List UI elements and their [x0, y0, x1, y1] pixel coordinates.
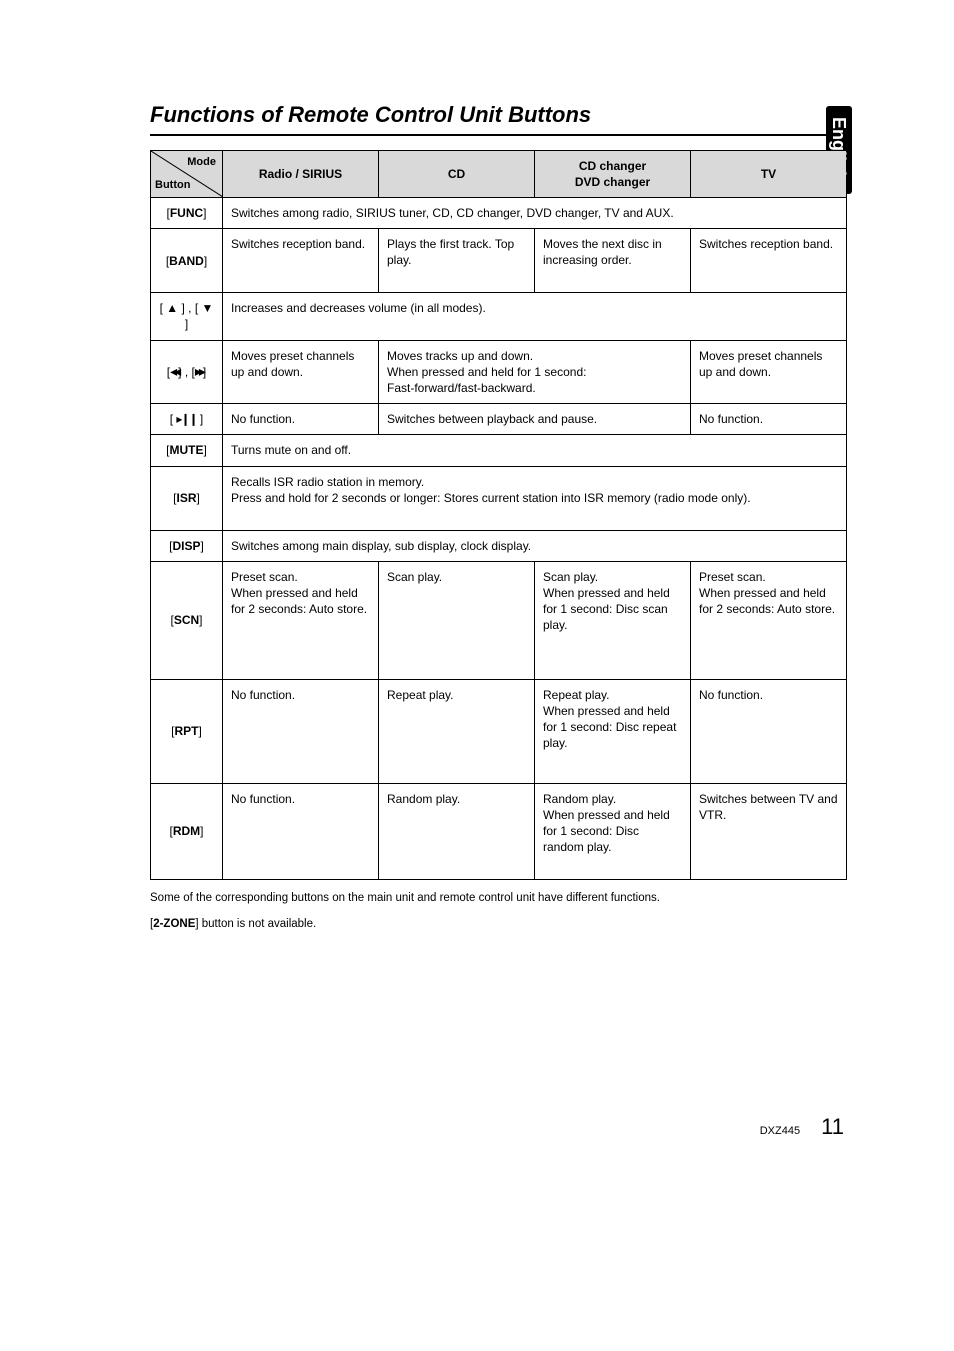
btn-band: [BAND]: [151, 229, 223, 293]
footnote-1: Some of the corresponding buttons on the…: [150, 890, 844, 906]
page-title: Functions of Remote Control Unit Buttons: [150, 100, 844, 136]
btn-playpause: [ ]: [151, 404, 223, 435]
cell-scn-changer: Scan play. When pressed and held for 1 s…: [535, 561, 691, 679]
cell-func: Switches among radio, SIRIUS tuner, CD, …: [223, 198, 847, 229]
cell-rdm-changer: Random play. When pressed and held for 1…: [535, 783, 691, 879]
btn-volume: [ ▲ ] , [ ▼ ]: [151, 293, 223, 340]
cell-volume: Increases and decreases volume (in all m…: [223, 293, 847, 340]
header-changer: CD changer DVD changer: [535, 150, 691, 197]
cell-rpt-changer: Repeat play. When pressed and held for 1…: [535, 679, 691, 783]
cell-rdm-tv: Switches between TV and VTR.: [691, 783, 847, 879]
cell-scn-tv: Preset scan. When pressed and held for 2…: [691, 561, 847, 679]
header-diagonal: Mode Button: [151, 150, 223, 197]
cell-disp: Switches among main display, sub display…: [223, 530, 847, 561]
btn-isr: [ISR]: [151, 466, 223, 530]
header-mode: Mode: [187, 155, 216, 170]
cell-mute: Turns mute on and off.: [223, 435, 847, 466]
btn-rpt: [RPT]: [151, 679, 223, 783]
btn-rdm: [RDM]: [151, 783, 223, 879]
btn-scn: [SCN]: [151, 561, 223, 679]
cell-seek-radio: Moves preset channels up and down.: [223, 340, 379, 404]
footnote-2: [2-ZONE] button is not available.: [150, 916, 844, 932]
page-number: 11: [821, 1114, 844, 1139]
cell-isr: Recalls ISR radio station in memory. Pre…: [223, 466, 847, 530]
header-cd: CD: [379, 150, 535, 197]
cell-band-tv: Switches reception band.: [691, 229, 847, 293]
cell-band-changer: Moves the next disc in increasing order.: [535, 229, 691, 293]
cell-scn-radio: Preset scan. When pressed and held for 2…: [223, 561, 379, 679]
btn-disp: [DISP]: [151, 530, 223, 561]
header-cd-changer: CD changer: [543, 158, 682, 174]
header-tv: TV: [691, 150, 847, 197]
header-button: Button: [155, 178, 190, 193]
cell-rdm-cd: Random play.: [379, 783, 535, 879]
cell-scn-cd: Scan play.: [379, 561, 535, 679]
functions-table: Mode Button Radio / SIRIUS CD CD changer…: [150, 150, 847, 880]
model-number: DXZ445: [760, 1125, 800, 1137]
cell-play-cd: Switches between playback and pause.: [379, 404, 691, 435]
cell-rpt-cd: Repeat play.: [379, 679, 535, 783]
cell-rpt-tv: No function.: [691, 679, 847, 783]
cell-band-cd: Plays the first track. Top play.: [379, 229, 535, 293]
cell-play-tv: No function.: [691, 404, 847, 435]
page-footer: DXZ445 11: [150, 1112, 844, 1142]
btn-mute: [MUTE]: [151, 435, 223, 466]
header-radio: Radio / SIRIUS: [223, 150, 379, 197]
cell-rpt-radio: No function.: [223, 679, 379, 783]
btn-func: [FUNC]: [151, 198, 223, 229]
cell-seek-tv: Moves preset channels up and down.: [691, 340, 847, 404]
btn-seek: [] , []: [151, 340, 223, 404]
cell-seek-cd: Moves tracks up and down. When pressed a…: [379, 340, 691, 404]
cell-rdm-radio: No function.: [223, 783, 379, 879]
header-dvd-changer: DVD changer: [543, 174, 682, 190]
cell-play-radio: No function.: [223, 404, 379, 435]
cell-band-radio: Switches reception band.: [223, 229, 379, 293]
